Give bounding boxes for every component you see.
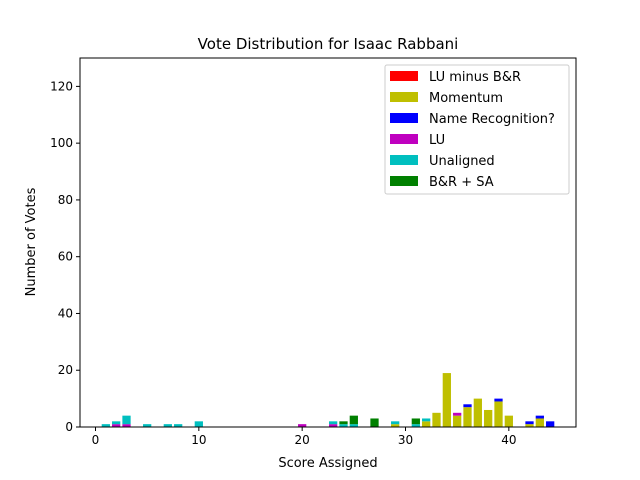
bar-momentum-34: [442, 373, 451, 427]
bar-lu-20: [298, 424, 307, 427]
bar-momentum-37: [473, 398, 482, 427]
y-tick-label: 100: [50, 136, 73, 150]
bar-unaligned-23: [329, 421, 338, 425]
x-axis: 0 10 20 30 40: [92, 427, 516, 447]
bar-momentum-36: [463, 407, 472, 427]
y-axis: 0 20 40 60 80 100 120: [50, 79, 80, 434]
bar-unaligned-31: [411, 424, 420, 427]
bar-b-r-sa-24: [339, 421, 348, 425]
bar-unaligned-5: [143, 424, 152, 427]
y-tick-label: 60: [58, 250, 73, 264]
bar-lu-23: [329, 424, 338, 427]
bar-unaligned-32: [422, 418, 431, 422]
legend-label: Name Recognition?: [429, 112, 555, 127]
legend-swatch-name-recognition-: [390, 113, 418, 123]
y-tick-label: 120: [50, 79, 73, 93]
y-tick-label: 40: [58, 306, 73, 320]
legend-swatch-lu-minus-b-r: [390, 71, 418, 81]
plot-frame: [79, 57, 577, 428]
bar-b-r-sa-27: [370, 418, 379, 427]
bar-unaligned-8: [174, 424, 183, 427]
y-tick-label: 20: [58, 363, 73, 377]
x-tick-label: 10: [191, 433, 206, 447]
bar-momentum-33: [432, 412, 441, 427]
x-tick-label: 30: [398, 433, 413, 447]
bar-momentum-43: [535, 418, 544, 427]
bar-name-recognition--36: [463, 404, 472, 408]
legend-label: Momentum: [429, 91, 503, 106]
x-tick-label: 20: [295, 433, 310, 447]
legend-swatch-lu: [390, 134, 418, 144]
bar-unaligned-29: [391, 421, 400, 425]
legend-swatch-b-r-sa: [390, 176, 418, 186]
bar-lu-2: [112, 424, 121, 427]
legend-frame: [384, 64, 570, 195]
bar-unaligned-7: [163, 424, 172, 427]
bar-unaligned-2: [112, 421, 121, 425]
bar-momentum-42: [525, 424, 534, 427]
legend-label: Unaligned: [429, 154, 495, 169]
bar-unaligned-1: [101, 424, 110, 427]
legend-swatch-unaligned: [390, 155, 418, 165]
x-tick-label: 40: [501, 433, 516, 447]
bar-name-recognition--43: [535, 415, 544, 419]
bar-name-recognition--42: [525, 421, 534, 425]
bar-unaligned-24: [339, 424, 348, 427]
chart-title: Vote Distribution for Isaac Rabbani: [198, 35, 459, 53]
bar-momentum-29: [391, 424, 400, 427]
y-tick-label: 80: [58, 193, 73, 207]
bars: [101, 373, 555, 427]
y-tick-label: 0: [65, 420, 73, 434]
legend-label: LU minus B&R: [429, 70, 521, 85]
legend-swatch-momentum: [390, 92, 418, 102]
legend-label: B&R + SA: [429, 175, 494, 190]
bar-momentum-35: [453, 415, 462, 427]
bar-momentum-32: [422, 421, 431, 427]
legend: LU minus B&R Momentum Name Recognition? LU U…: [384, 64, 570, 195]
legend-label: LU: [429, 133, 445, 148]
bar-unaligned-10: [194, 421, 203, 427]
bar-unaligned-25: [349, 424, 358, 427]
bar-name-recognition--44: [546, 421, 555, 427]
y-axis-label: Number of Votes: [24, 187, 39, 296]
bar-lu-3: [122, 424, 131, 427]
bar-name-recognition--39: [494, 398, 503, 402]
bar-lu-35: [453, 412, 462, 416]
x-tick-label: 0: [92, 433, 100, 447]
bar-momentum-39: [494, 401, 503, 427]
bar-b-r-sa-31: [411, 418, 420, 425]
bar-b-r-sa-25: [349, 415, 358, 425]
x-axis-label: Score Assigned: [278, 456, 377, 471]
bar-momentum-40: [504, 415, 513, 427]
bar-momentum-38: [484, 409, 493, 427]
bar-unaligned-3: [122, 415, 131, 425]
